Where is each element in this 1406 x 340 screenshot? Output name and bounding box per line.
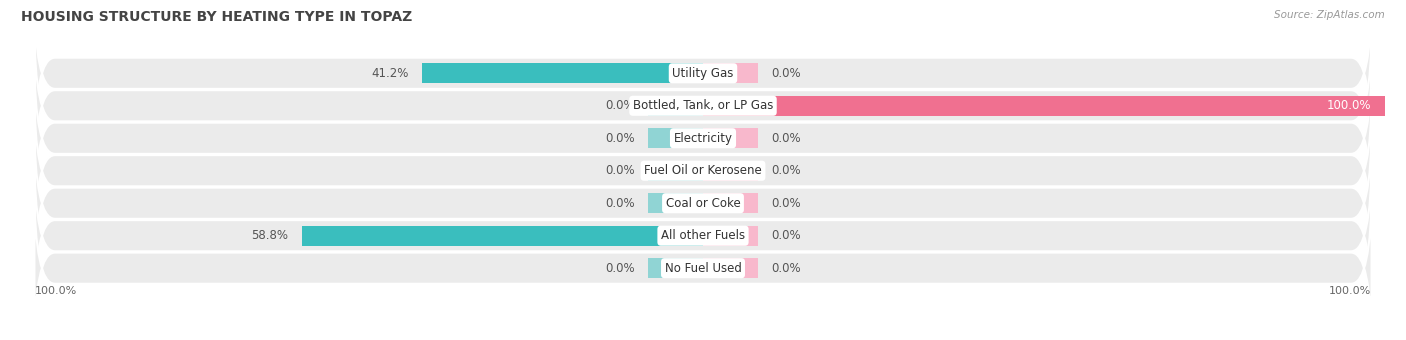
Bar [648,161,703,181]
Text: No Fuel Used: No Fuel Used [665,262,741,275]
Bar [703,96,758,116]
FancyBboxPatch shape [35,89,1371,253]
Text: 0.0%: 0.0% [772,132,801,145]
Text: 0.0%: 0.0% [605,164,636,177]
Text: All other Fuels: All other Fuels [661,229,745,242]
Bar [703,63,758,83]
Bar [648,128,703,148]
FancyBboxPatch shape [35,24,1371,188]
Text: 0.0%: 0.0% [605,262,636,275]
Bar [648,96,703,116]
Bar [703,226,758,246]
FancyBboxPatch shape [35,0,1371,155]
Text: HOUSING STRUCTURE BY HEATING TYPE IN TOPAZ: HOUSING STRUCTURE BY HEATING TYPE IN TOP… [21,10,412,24]
Text: 0.0%: 0.0% [772,197,801,210]
Bar [648,258,703,278]
Bar [422,63,703,83]
Bar [703,128,758,148]
FancyBboxPatch shape [35,154,1371,318]
Text: 0.0%: 0.0% [772,67,801,80]
Text: 100.0%: 100.0% [1329,286,1371,296]
Text: 100.0%: 100.0% [35,286,77,296]
Text: 58.8%: 58.8% [252,229,288,242]
Bar [648,63,703,83]
Text: 0.0%: 0.0% [605,132,636,145]
Bar [648,193,703,213]
Bar [648,226,703,246]
Bar [703,161,758,181]
Text: Source: ZipAtlas.com: Source: ZipAtlas.com [1274,10,1385,20]
Text: 41.2%: 41.2% [371,67,408,80]
Text: Coal or Coke: Coal or Coke [665,197,741,210]
FancyBboxPatch shape [35,56,1371,220]
FancyBboxPatch shape [35,186,1371,340]
Bar [703,96,1385,116]
Bar [302,226,703,246]
Text: Utility Gas: Utility Gas [672,67,734,80]
Text: 0.0%: 0.0% [605,197,636,210]
Text: 0.0%: 0.0% [605,99,636,112]
Text: 0.0%: 0.0% [772,229,801,242]
Text: Fuel Oil or Kerosene: Fuel Oil or Kerosene [644,164,762,177]
Text: 100.0%: 100.0% [1327,99,1371,112]
Text: 0.0%: 0.0% [772,164,801,177]
FancyBboxPatch shape [35,121,1371,285]
Text: Bottled, Tank, or LP Gas: Bottled, Tank, or LP Gas [633,99,773,112]
Bar [703,193,758,213]
Text: 0.0%: 0.0% [772,262,801,275]
Bar [703,258,758,278]
Text: Electricity: Electricity [673,132,733,145]
